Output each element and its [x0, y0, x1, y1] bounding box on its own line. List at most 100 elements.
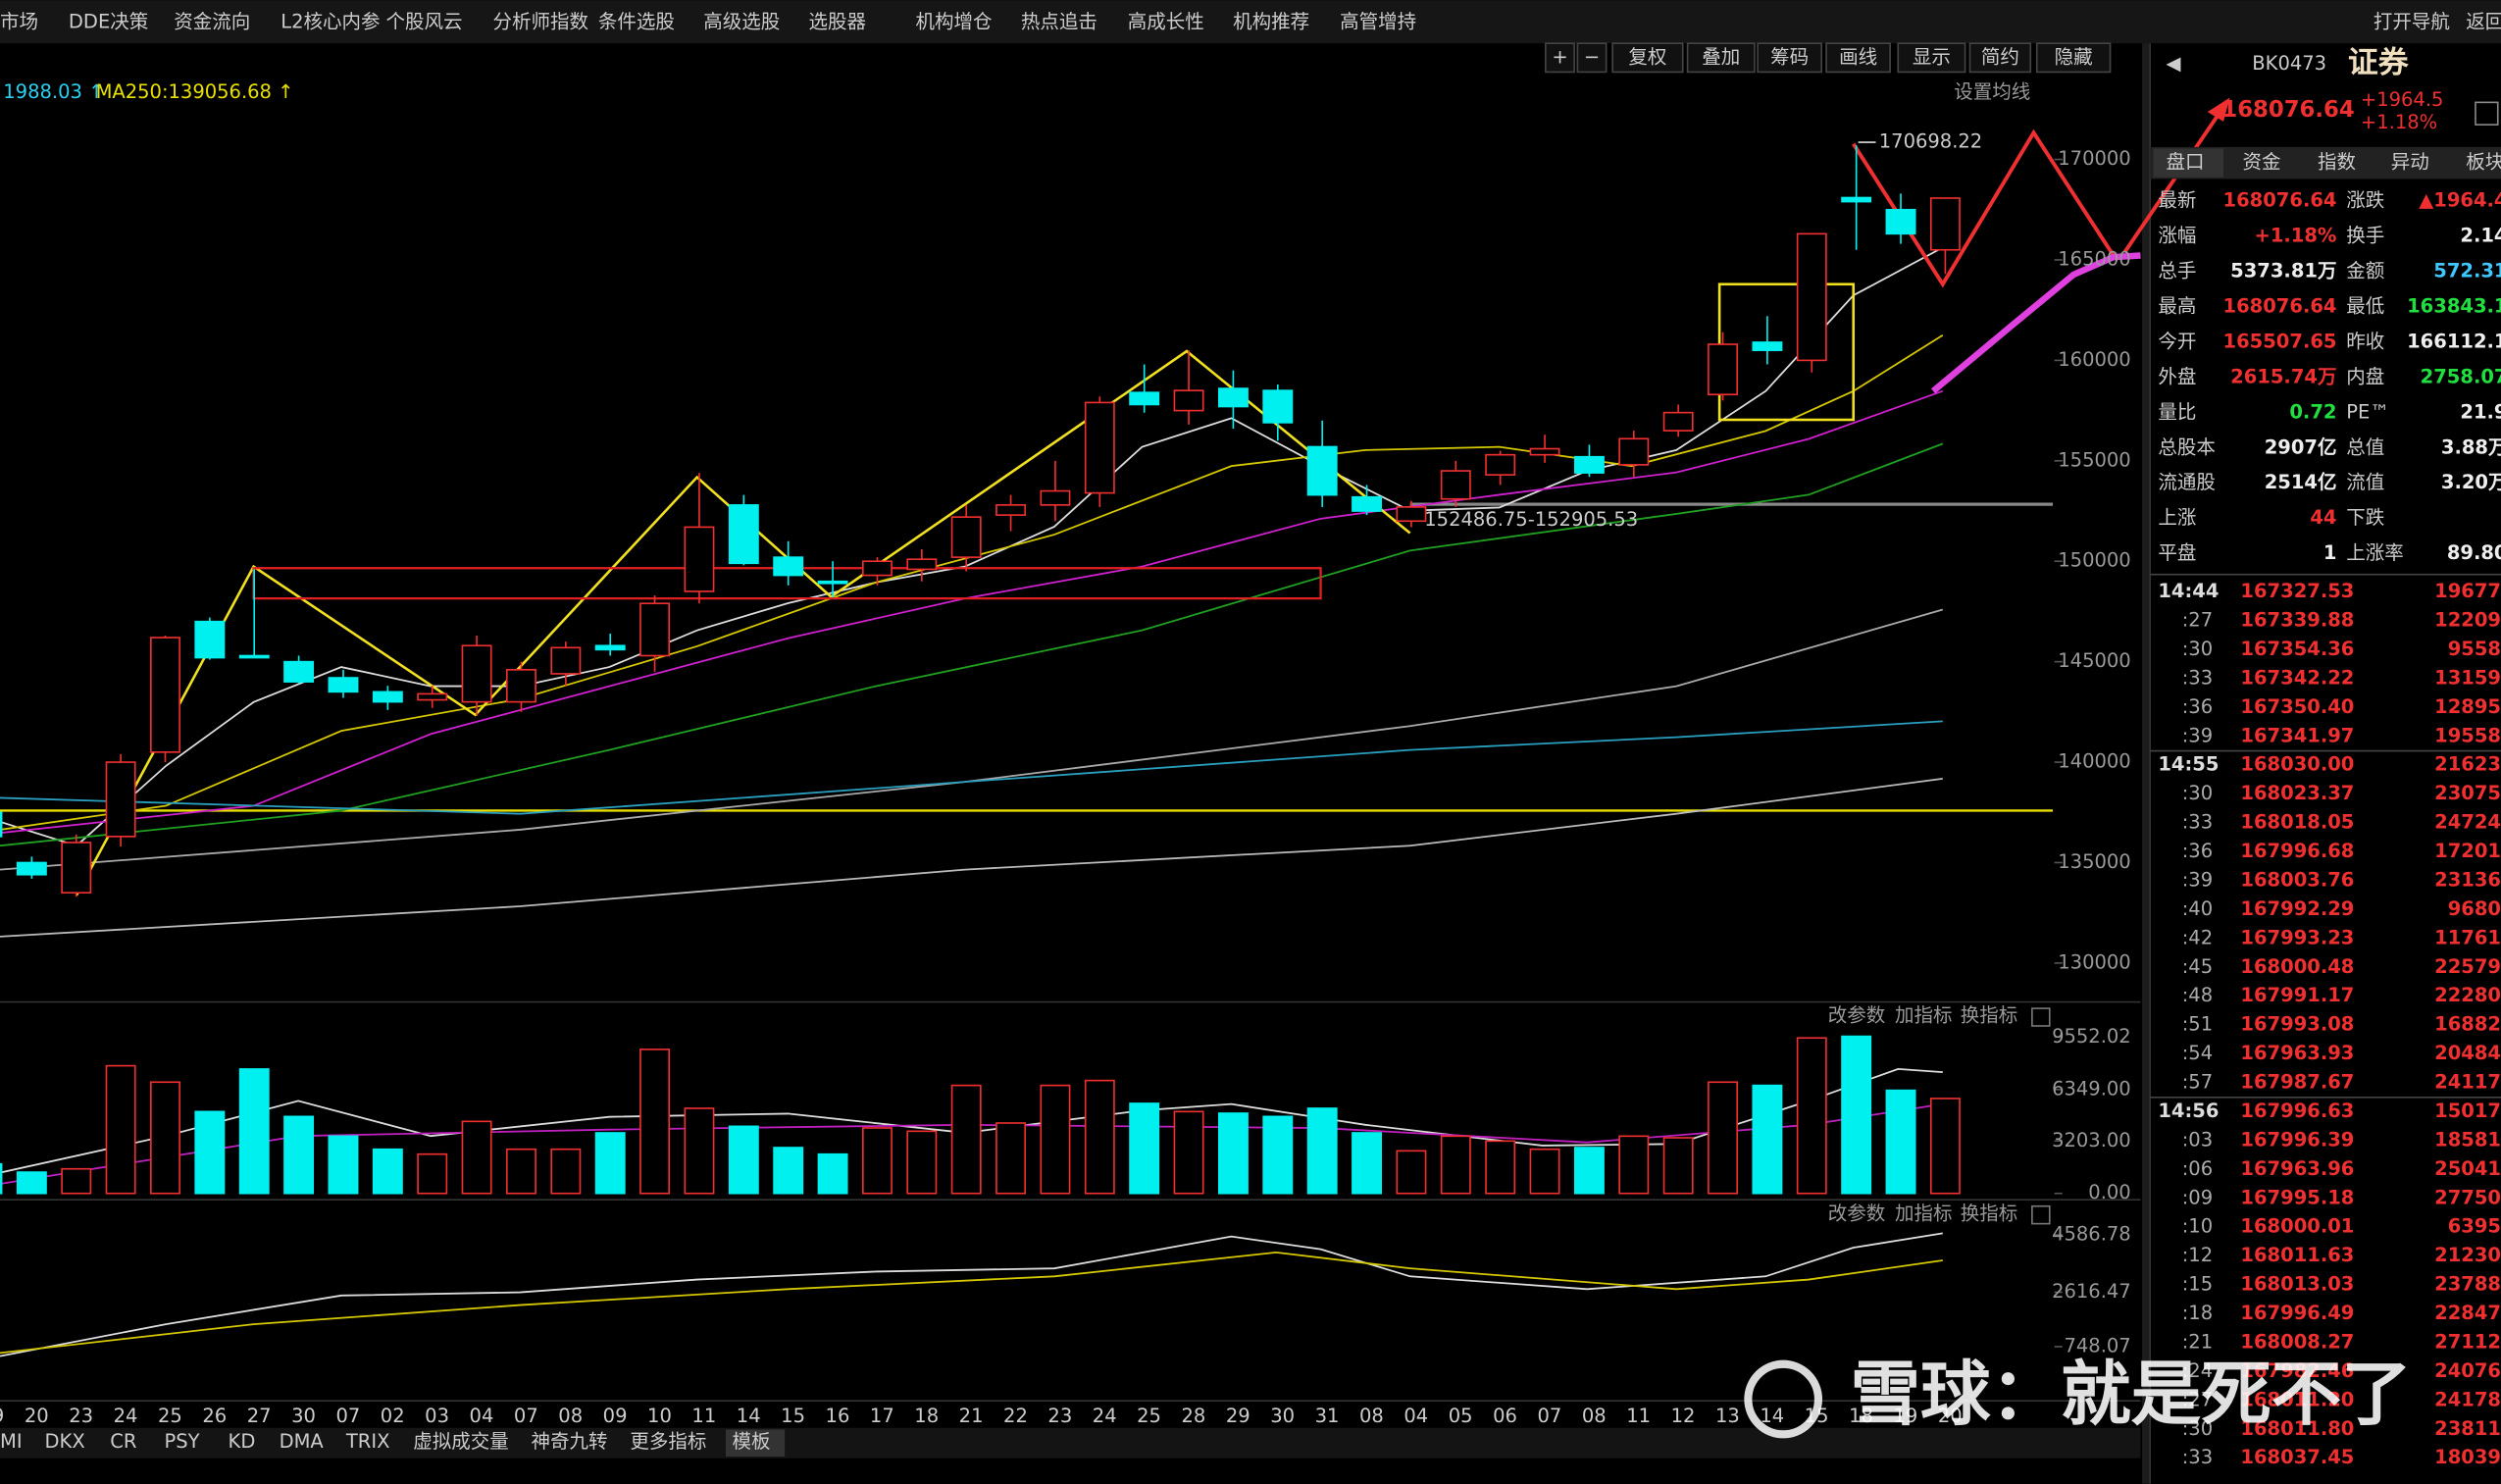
menu-item[interactable]: 资金流向	[174, 11, 250, 33]
ma-line	[0, 778, 1943, 938]
menu-item[interactable]: L2核心内参	[281, 11, 380, 33]
menu-item[interactable]: 分析师指数	[493, 11, 589, 33]
menu-item[interactable]: 条件选股	[598, 11, 675, 33]
trade-price: 168018.05	[2240, 811, 2354, 834]
menu-item[interactable]: 高成长性	[1128, 11, 1204, 33]
quote-value: +1.18%	[2254, 225, 2336, 247]
menu-item[interactable]: 高级选股	[703, 11, 780, 33]
stock-name: 证券	[2348, 45, 2410, 80]
trade-time: :45	[2182, 955, 2213, 978]
indicator-tab[interactable]: MI	[0, 1430, 23, 1453]
y-tick-label: 150000	[2058, 549, 2130, 572]
indicator-tab[interactable]: DKX	[45, 1430, 85, 1453]
volume-bar	[1173, 1110, 1204, 1195]
back-icon[interactable]: ◀	[2166, 52, 2180, 75]
toolbar-label: 筹码	[1770, 45, 1809, 68]
menu-item[interactable]: 机构推荐	[1233, 11, 1309, 33]
trade-volume: 9558	[2448, 638, 2501, 660]
x-tick-label: 25	[1137, 1405, 1161, 1427]
splitter[interactable]	[2142, 43, 2151, 1484]
ma-lines	[0, 246, 1944, 1357]
toolbar-button[interactable]	[1576, 42, 1608, 74]
indicator-tab[interactable]: TRIX	[345, 1430, 390, 1453]
candle-body	[1929, 197, 1961, 251]
panel-button[interactable]: 加指标	[1895, 1004, 1953, 1027]
close-button[interactable]	[2031, 1007, 2051, 1027]
toolbar-button[interactable]	[1686, 42, 1756, 74]
menu-item[interactable]: 热点追击	[1021, 11, 1097, 33]
panel-tab[interactable]: 板块	[2466, 151, 2501, 174]
x-tick-label: 23	[69, 1405, 93, 1427]
panel-tab[interactable]: 异动	[2391, 151, 2429, 174]
drawn-forecast	[1930, 252, 2141, 394]
indicator-tab[interactable]: 更多指标	[630, 1430, 706, 1453]
quote-label: 今开	[2158, 330, 2196, 352]
candle-body	[1708, 343, 1738, 396]
panel-button[interactable]: 换指标	[1961, 1202, 2018, 1224]
indicator-tab[interactable]: 虚拟成交量	[413, 1430, 509, 1453]
toolbar-button[interactable]	[1545, 42, 1575, 74]
menu-item[interactable]: 机构增仓	[915, 11, 992, 33]
trade-volume: 23136	[2434, 868, 2501, 891]
volume-bar	[506, 1148, 536, 1195]
settings-link[interactable]: 设置均线	[1954, 80, 2030, 103]
trade-volume: 27750	[2434, 1186, 2501, 1208]
panel-tab[interactable]: 指数	[2318, 151, 2356, 174]
panel-tab[interactable]: 盘口	[2166, 151, 2204, 174]
indicator-tab[interactable]: PSY	[165, 1430, 200, 1453]
panel-button[interactable]: 改参数	[1828, 1004, 1886, 1027]
indicator-tab[interactable]: 神奇九转	[532, 1430, 608, 1453]
menu-item[interactable]: 高管增持	[1340, 11, 1416, 33]
menu-item[interactable]: 选股器	[809, 11, 867, 33]
quote-value: 572.31	[2433, 260, 2501, 282]
volume-bar	[995, 1122, 1027, 1195]
x-tick-label: 07	[1538, 1405, 1562, 1427]
x-tick-label: 02	[381, 1405, 405, 1427]
menu-item[interactable]: 返回	[2466, 11, 2501, 33]
indicator-tab[interactable]: DMA	[280, 1430, 325, 1453]
trade-price: 168011.80	[2240, 1417, 2354, 1440]
toolbar-button[interactable]	[1757, 42, 1823, 74]
toolbar-button[interactable]	[1968, 42, 2032, 74]
quote-value: 89.80	[2447, 541, 2501, 564]
candle-body	[417, 692, 448, 701]
add-button[interactable]	[2475, 101, 2499, 126]
menu-item[interactable]: 市场	[0, 11, 38, 33]
candle-body	[1306, 445, 1338, 496]
panel-tab[interactable]: 资金	[2243, 151, 2281, 174]
volume-bar	[150, 1081, 180, 1195]
volume-bar	[1618, 1135, 1650, 1195]
x-tick-label: 07	[335, 1405, 360, 1427]
toolbar-label: 画线	[1839, 45, 1877, 68]
trade-time: :27	[2182, 1388, 2213, 1410]
toolbar-button[interactable]	[1897, 42, 1966, 74]
menu-item[interactable]: 个股风云	[386, 11, 463, 33]
indicator-tab[interactable]: KD	[229, 1430, 256, 1453]
volume-bar	[594, 1132, 626, 1195]
toolbar-button[interactable]	[1611, 42, 1684, 74]
toolbar-button[interactable]	[1825, 42, 1891, 74]
menu-item[interactable]: DDE决策	[69, 11, 148, 33]
toolbar-button[interactable]	[2035, 42, 2112, 74]
trade-volume: 24117	[2434, 1071, 2501, 1094]
candle-body	[1662, 411, 1694, 432]
panel-button[interactable]: 加指标	[1895, 1202, 1953, 1224]
volume-bar	[728, 1125, 759, 1195]
indicator-tab[interactable]: CR	[110, 1430, 136, 1453]
panel-button[interactable]: 改参数	[1828, 1202, 1886, 1224]
quote-label: 总值	[2346, 435, 2384, 458]
quote-value: 3.88万	[2441, 435, 2501, 458]
x-tick-label: 06	[1493, 1405, 1517, 1427]
candle-body	[283, 660, 315, 683]
trade-volume: 22847	[2434, 1302, 2501, 1324]
x-tick-label: 22	[1003, 1405, 1028, 1427]
panel-button[interactable]: 换指标	[1961, 1004, 2018, 1027]
menu-item[interactable]: 打开导航	[2373, 11, 2450, 33]
volume-bar	[0, 1162, 3, 1195]
close-button[interactable]	[2031, 1204, 2051, 1225]
trade-volume: 21623	[2434, 753, 2501, 776]
candle-body	[238, 654, 270, 659]
indicator-tab[interactable]: 模板	[732, 1430, 770, 1453]
